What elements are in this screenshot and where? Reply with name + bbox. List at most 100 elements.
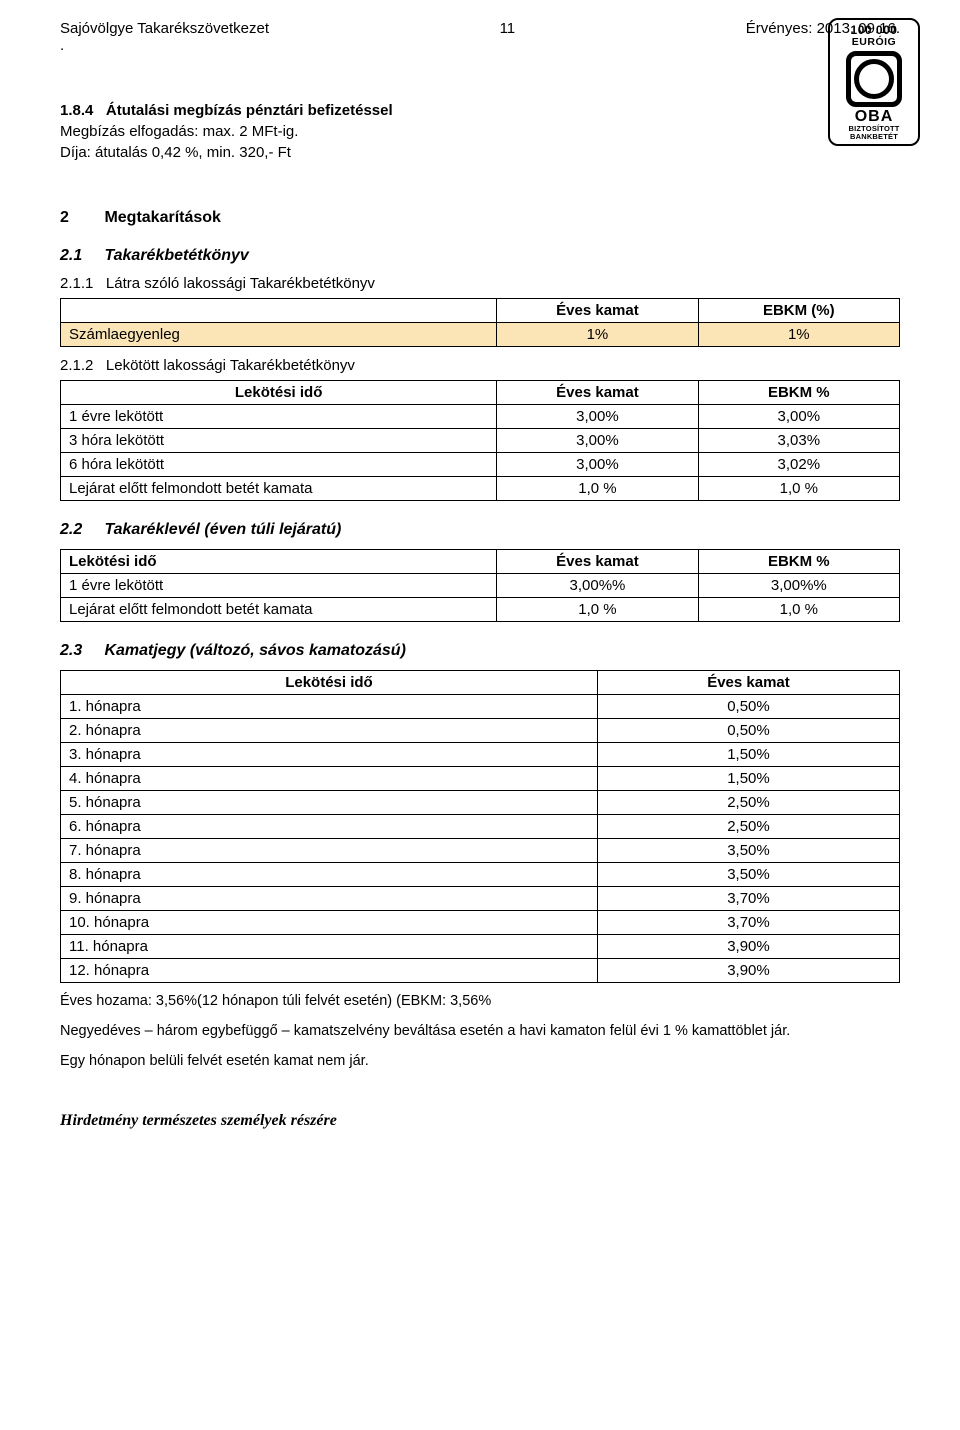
table-row: 2. hónapra0,50% — [61, 719, 900, 743]
table-cell: Lejárat előtt felmondott betét kamata — [61, 598, 497, 622]
table-row: 1 évre lekötött 3,00% 3,00% — [61, 405, 900, 429]
table-cell: 6. hónapra — [61, 815, 598, 839]
table-row: 3. hónapra1,50% — [61, 743, 900, 767]
table-cell: 7. hónapra — [61, 839, 598, 863]
table-cell: 3,00% — [497, 453, 698, 477]
table-row: 10. hónapra3,70% — [61, 911, 900, 935]
table-cell: 8. hónapra — [61, 863, 598, 887]
table-cell: Számlaegyenleg — [61, 323, 497, 347]
section-22-title: Takaréklevél (éven túli lejáratú) — [104, 521, 341, 538]
table-212: Lekötési idő Éves kamat EBKM % 1 évre le… — [60, 380, 900, 501]
table-row: 5. hónapra2,50% — [61, 791, 900, 815]
table-cell: 11. hónapra — [61, 935, 598, 959]
table-cell: 3,90% — [597, 935, 899, 959]
table-header-cell: EBKM % — [698, 381, 899, 405]
table-header-cell — [61, 299, 497, 323]
section-211-title: Látra szóló lakossági Takarékbetétkönyv — [106, 275, 375, 292]
table-row: 9. hónapra3,70% — [61, 887, 900, 911]
table-cell: 3,90% — [597, 959, 899, 983]
table-cell: 1,50% — [597, 767, 899, 791]
section-21: 2.1 Takarékbetétkönyv — [60, 247, 900, 265]
table-header-cell: Éves kamat — [597, 671, 899, 695]
section-21-title: Takarékbetétkönyv — [104, 247, 248, 264]
table-header-cell: Lekötési idő — [61, 381, 497, 405]
s184-line2: Díja: átutalás 0,42 %, min. 320,- Ft — [60, 144, 900, 161]
s23-foot2: Negyedéves – három egybefüggő – kamatsze… — [60, 1021, 900, 1043]
table-row: 1. hónapra0,50% — [61, 695, 900, 719]
table-row: 6. hónapra2,50% — [61, 815, 900, 839]
table-22: Lekötési idő Éves kamat EBKM % 1 évre le… — [60, 549, 900, 622]
table-cell: 3,00% — [497, 429, 698, 453]
table-row: 7. hónapra3,50% — [61, 839, 900, 863]
table-cell: 0,50% — [597, 719, 899, 743]
table-cell: 2. hónapra — [61, 719, 598, 743]
table-cell: 3,00% — [497, 405, 698, 429]
table-row: Lejárat előtt felmondott betét kamata 1,… — [61, 598, 900, 622]
header-left: Sajóvölgye Takarékszövetkezet — [60, 20, 269, 37]
section-212-title: Lekötött lakossági Takarékbetétkönyv — [106, 357, 355, 374]
oba-sub2: BANKBETÉT — [833, 133, 915, 141]
table-cell: 1 évre lekötött — [61, 574, 497, 598]
table-cell: 3,00%% — [698, 574, 899, 598]
oba-square-icon — [846, 51, 902, 107]
table-row: 1 évre lekötött 3,00%% 3,00%% — [61, 574, 900, 598]
table-row: Lejárat előtt felmondott betét kamata 1,… — [61, 477, 900, 501]
table-cell: 2,50% — [597, 815, 899, 839]
oba-word: OBA — [833, 109, 915, 126]
table-cell: Lejárat előtt felmondott betét kamata — [61, 477, 497, 501]
table-cell: 1% — [698, 323, 899, 347]
s23-foot1: Éves hozama: 3,56%(12 hónapon túli felvé… — [60, 991, 900, 1013]
table-cell: 3 hóra lekötött — [61, 429, 497, 453]
section-212-num: 2.1.2 — [60, 357, 93, 374]
section-184-num: 1.8.4 — [60, 102, 93, 119]
table-cell: 3,03% — [698, 429, 899, 453]
table-row: 11. hónapra3,90% — [61, 935, 900, 959]
table-row: Éves kamat EBKM (%) — [61, 299, 900, 323]
table-row: 12. hónapra3,90% — [61, 959, 900, 983]
header-left-dot: . — [60, 37, 64, 54]
section-2: 2 Megtakarítások — [60, 209, 900, 227]
section-211-num: 2.1.1 — [60, 275, 93, 292]
oba-logo: 100 000 EURÓIG OBA BIZTOSÍTOTT BANKBETÉT — [828, 18, 920, 146]
page-footer: Hirdetmény természetes személyek részére — [60, 1112, 900, 1130]
table-cell: 1,0 % — [497, 598, 698, 622]
table-23: Lekötési idő Éves kamat 1. hónapra0,50% … — [60, 670, 900, 983]
page-header: Sajóvölgye Takarékszövetkezet . 11 Érvén… — [60, 20, 900, 54]
table-cell: 3. hónapra — [61, 743, 598, 767]
table-header-cell: Lekötési idő — [61, 550, 497, 574]
table-row: Számlaegyenleg 1% 1% — [61, 323, 900, 347]
table-cell: 10. hónapra — [61, 911, 598, 935]
table-211: Éves kamat EBKM (%) Számlaegyenleg 1% 1% — [60, 298, 900, 347]
table-cell: 3,02% — [698, 453, 899, 477]
section-22-num: 2.2 — [60, 521, 100, 539]
section-2-num: 2 — [60, 209, 100, 227]
s23-foot3: Egy hónapon belüli felvét esetén kamat n… — [60, 1051, 900, 1073]
table-cell: 3,00% — [698, 405, 899, 429]
section-184-title: Átutalási megbízás pénztári befizetéssel — [106, 102, 393, 119]
table-cell: 3,50% — [597, 839, 899, 863]
section-184: 1.8.4 Átutalási megbízás pénztári befize… — [60, 102, 900, 119]
table-cell: 5. hónapra — [61, 791, 598, 815]
table-row: Lekötési idő Éves kamat — [61, 671, 900, 695]
table-header-cell: Éves kamat — [497, 550, 698, 574]
s184-line1: Megbízás elfogadás: max. 2 MFt-ig. — [60, 123, 900, 140]
table-cell: 1% — [497, 323, 698, 347]
table-row: 8. hónapra3,50% — [61, 863, 900, 887]
table-cell: 4. hónapra — [61, 767, 598, 791]
table-cell: 3,00%% — [497, 574, 698, 598]
table-row: 3 hóra lekötött 3,00% 3,03% — [61, 429, 900, 453]
table-cell: 1. hónapra — [61, 695, 598, 719]
table-row: Lekötési idő Éves kamat EBKM % — [61, 381, 900, 405]
table-header-cell: EBKM % — [698, 550, 899, 574]
table-cell: 0,50% — [597, 695, 899, 719]
table-cell: 1,0 % — [698, 598, 899, 622]
table-row: 4. hónapra1,50% — [61, 767, 900, 791]
section-22: 2.2 Takaréklevél (éven túli lejáratú) — [60, 521, 900, 539]
table-header-cell: Éves kamat — [497, 299, 698, 323]
table-header-cell: EBKM (%) — [698, 299, 899, 323]
oba-currency: EURÓIG — [833, 37, 915, 48]
oba-circle-icon — [854, 59, 894, 99]
table-cell: 1,50% — [597, 743, 899, 767]
section-23-title: Kamatjegy (változó, sávos kamatozású) — [104, 642, 405, 659]
table-cell: 1 évre lekötött — [61, 405, 497, 429]
